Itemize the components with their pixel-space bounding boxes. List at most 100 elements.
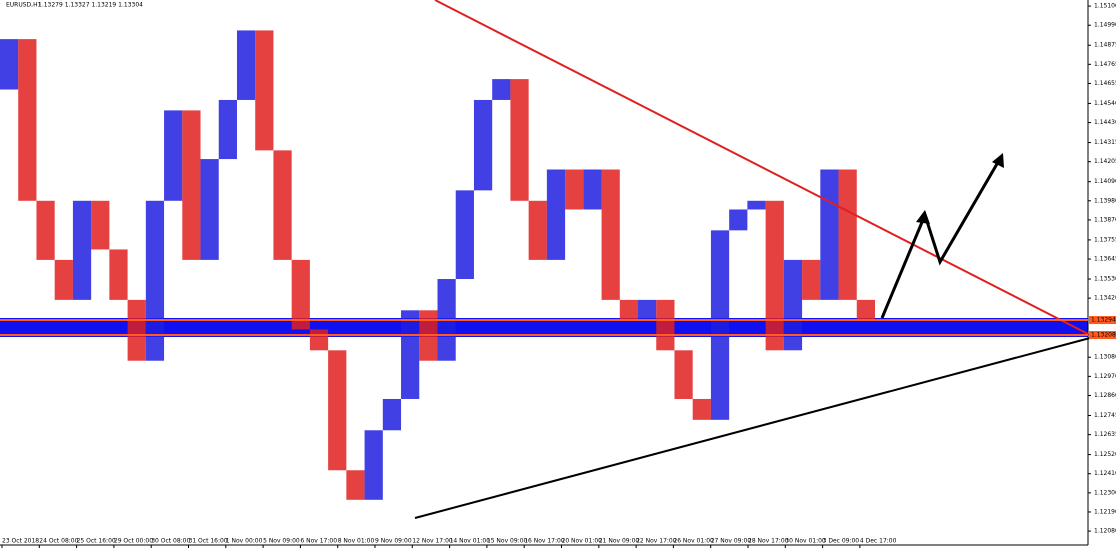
x-tick-label: 1 Nov 00:00 [226, 538, 263, 545]
price-bar [364, 430, 383, 500]
price-bar [583, 169, 602, 210]
x-tick-label: 4 Dec 17:00 [860, 538, 897, 545]
y-tick-label: 1.14655 [1094, 80, 1116, 87]
x-tick-label: 3 Dec 09:00 [823, 538, 860, 545]
x-tick-label: 23 Oct 2018 [2, 538, 39, 545]
price-bar [109, 249, 128, 300]
y-tick-label: 1.13420 [1094, 295, 1116, 302]
plot [0, 30, 875, 500]
price-bar [0, 39, 19, 90]
price-bar [36, 200, 55, 260]
x-tick-label: 8 Nov 01:00 [338, 538, 375, 545]
y-tick-label: 1.12520 [1094, 451, 1116, 458]
price-bar [565, 169, 584, 210]
y-tick-label: 1.14875 [1094, 42, 1116, 49]
price-bar [546, 169, 566, 260]
x-tick-label: 12 Nov 17:00 [412, 538, 453, 545]
y-tick-label: 1.13080 [1094, 354, 1116, 361]
y-tick-label: 1.14205 [1094, 158, 1116, 165]
zone-band [0, 318, 1088, 337]
x-tick-label: 15 Nov 09:00 [487, 538, 528, 545]
price-bar [856, 299, 875, 320]
price-bar [200, 159, 219, 260]
price-bar [820, 169, 839, 300]
price-bar [656, 299, 675, 351]
price-bar [710, 230, 730, 420]
price-bar [528, 200, 547, 260]
y-tick-label: 1.12635 [1094, 431, 1116, 438]
price-bar [218, 99, 237, 160]
x-tick-label: 6 Nov 17:00 [300, 538, 337, 545]
x-tick-label: 22 Nov 17:00 [636, 538, 677, 545]
price-bar [309, 329, 329, 351]
price-bar [382, 398, 402, 431]
y-tick-label: 1.13980 [1094, 197, 1116, 204]
y-tick-label: 1.14430 [1094, 119, 1116, 126]
ohlc: 1.13279 1.13327 1.13219 1.13304 [38, 2, 143, 9]
price-bar [91, 200, 110, 250]
x-tick-label: 30 Nov 01:00 [785, 538, 826, 545]
price-bar [72, 200, 92, 300]
price-bar [145, 200, 165, 361]
y-tick-label: 1.12300 [1094, 489, 1116, 496]
x-tick-label: 14 Nov 01:00 [450, 538, 491, 545]
x-tick-label: 25 Oct 16:00 [77, 538, 116, 545]
price-bar [765, 200, 784, 351]
y-tick-label: 1.14990 [1094, 22, 1116, 29]
price-bar [783, 259, 803, 351]
x-tick-label: 28 Nov 17:00 [748, 538, 789, 545]
y-tick-label: 1.14765 [1094, 61, 1116, 68]
price-bar [236, 30, 256, 100]
price-bar [473, 99, 493, 191]
symbol: EURUSD,H1 [6, 2, 42, 9]
price-bar [182, 110, 201, 260]
y-tick-label: 1.14315 [1094, 139, 1116, 146]
price-bar [346, 470, 365, 500]
price-bar [747, 200, 766, 210]
price-bar [674, 350, 693, 399]
x-tick-label: 30 Oct 08:00 [151, 538, 190, 545]
price-bar [802, 259, 821, 300]
price-bar [601, 169, 620, 300]
price-bar [838, 169, 857, 300]
y-tick-label: 1.12080 [1094, 528, 1116, 535]
x-tick-label: 31 Oct 16:00 [189, 538, 228, 545]
y-tick-label: 1.14540 [1094, 100, 1116, 107]
trendline-up [414, 337, 1091, 519]
price-bar [164, 110, 183, 201]
y-tick-label: 1.12410 [1094, 470, 1116, 477]
x-tick-label: 9 Nov 09:00 [375, 538, 412, 545]
price-bar [692, 398, 711, 420]
x-tick-label: 21 Nov 09:00 [599, 538, 640, 545]
price-bar [510, 79, 529, 201]
x-tick-label: 5 Nov 09:00 [263, 538, 300, 545]
price-bar [638, 299, 657, 320]
y-tick-label: 1.13870 [1094, 216, 1116, 223]
price-bar [273, 150, 292, 260]
x-tick-label: 27 Nov 09:00 [711, 538, 752, 545]
arrow-head [916, 210, 930, 224]
level-label: 1.13294 [1091, 317, 1116, 324]
price-bar [54, 259, 73, 300]
price-bar [401, 310, 420, 399]
y-tick-label: 1.12860 [1094, 392, 1116, 399]
price-bar [492, 79, 511, 100]
price-bar [619, 299, 639, 320]
y-tick-label: 1.12970 [1094, 373, 1116, 380]
y-tick-label: 1.14090 [1094, 178, 1116, 185]
x-tick-label: 24 Oct 08:00 [39, 538, 78, 545]
y-tick-label: 1.15100 [1094, 3, 1116, 10]
level-tag [1089, 330, 1116, 339]
y-tick-label: 1.12190 [1094, 508, 1116, 515]
x-tick-label: 26 Nov 01:00 [673, 538, 714, 545]
price-bar [18, 39, 37, 201]
x-tick-label: 29 Oct 00:00 [114, 538, 153, 545]
trendline-down [434, 0, 1091, 336]
x-tick-label: 16 Nov 17:00 [524, 538, 565, 545]
price-bar [455, 190, 474, 280]
y-tick-label: 1.13645 [1094, 256, 1116, 263]
arrow-head [992, 153, 1004, 168]
price-bar [729, 209, 748, 231]
